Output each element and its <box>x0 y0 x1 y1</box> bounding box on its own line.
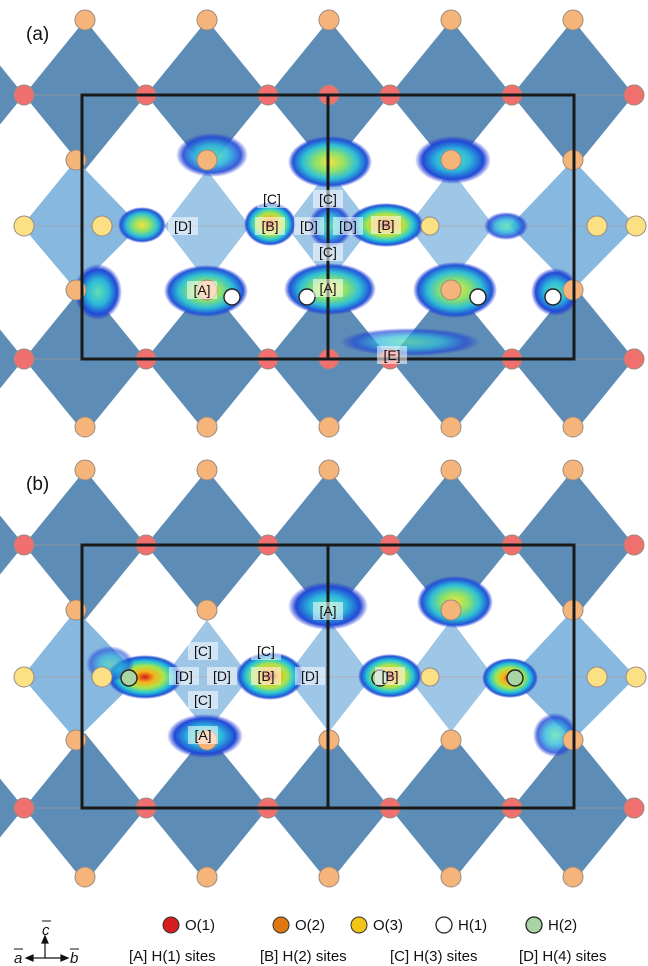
unit-cell <box>80 543 576 810</box>
svg-text:[C]: [C] <box>319 191 337 207</box>
svg-text:[E]: [E] <box>383 347 400 363</box>
site-label: [D] <box>295 667 325 685</box>
svg-text:O(2): O(2) <box>295 917 325 934</box>
svg-text:[B]: [B] <box>381 668 398 684</box>
site-label: [C] <box>313 190 343 208</box>
legend-site-a: [A] H(1) sites <box>129 948 216 965</box>
site-label: [C] <box>188 691 218 709</box>
site-label: [C] <box>257 190 287 208</box>
svg-text:H(2): H(2) <box>548 917 577 934</box>
svg-text:[C]: [C] <box>194 643 212 659</box>
svg-text:[C]: [C] <box>263 191 281 207</box>
axis-c-label: c <box>42 922 50 939</box>
axis-a-label: a <box>14 950 22 966</box>
svg-text:[A]: [A] <box>319 280 336 296</box>
svg-text:[D]: [D] <box>213 668 231 684</box>
site-label: [D] <box>207 667 237 685</box>
site-label: [A] <box>313 279 343 297</box>
unit-cell <box>80 93 576 361</box>
svg-text:[D]: [D] <box>301 668 319 684</box>
legend: O(1) O(2) O(3) H(1) H(2) [A] H(1) sites … <box>129 916 607 965</box>
site-label: [A] <box>188 726 218 744</box>
site-label: [B] <box>371 216 401 234</box>
svg-text:[D]: [D] <box>175 668 193 684</box>
site-label: [C] <box>188 642 218 660</box>
legend-site-c: [C] H(3) sites <box>390 948 478 965</box>
site-label: [B] <box>375 667 405 685</box>
legend-site-b: [B] H(2) sites <box>260 948 347 965</box>
site-label: [D] <box>169 667 199 685</box>
svg-text:[D]: [D] <box>300 218 318 234</box>
site-label: [D] <box>168 217 198 235</box>
site-label: [A] <box>313 602 343 620</box>
legend-item-h1: H(1) <box>435 916 487 934</box>
svg-text:[D]: [D] <box>339 218 357 234</box>
svg-text:O(1): O(1) <box>185 917 215 934</box>
legend-site-d: [D] H(4) sites <box>519 948 607 965</box>
axis-b-label: b <box>70 950 78 966</box>
site-labels: [A] [C] [C] [D] [D] [B] [D] [B] [C] [A] <box>169 602 405 744</box>
site-label: [B] <box>255 217 285 235</box>
svg-text:H(1): H(1) <box>458 917 487 934</box>
svg-text:O(3): O(3) <box>373 917 403 934</box>
axes-indicator <box>24 934 70 962</box>
svg-text:[A]: [A] <box>193 282 210 298</box>
svg-text:[A]: [A] <box>194 727 211 743</box>
svg-text:[C]: [C] <box>257 643 275 659</box>
site-label: [C] <box>313 243 343 261</box>
svg-text:[A]: [A] <box>319 603 336 619</box>
site-label: [D] <box>333 217 363 235</box>
site-labels: [C] [C] [D] [B] [D] [D] [B] [C] [A] [A] … <box>168 190 407 364</box>
panel-a-tag: (a) <box>26 24 49 45</box>
svg-text:[B]: [B] <box>261 218 278 234</box>
site-label: [C] <box>251 642 281 660</box>
svg-text:[B]: [B] <box>257 668 274 684</box>
svg-text:[D]: [D] <box>174 218 192 234</box>
svg-text:[B]: [B] <box>377 217 394 233</box>
site-label: [D] <box>294 217 324 235</box>
panel-b-tag: (b) <box>26 474 49 495</box>
panel-b: [A] [C] [C] [D] [D] [B] [D] [B] [C] [A] … <box>0 459 647 888</box>
axis-labels: c a b <box>14 920 79 966</box>
site-label: [E] <box>377 346 407 364</box>
legend-item-o2: O(2) <box>272 916 325 934</box>
legend-item-o1: O(1) <box>162 916 215 934</box>
legend-item-h2: H(2) <box>525 916 577 934</box>
svg-text:[C]: [C] <box>194 692 212 708</box>
svg-text:[C]: [C] <box>319 244 337 260</box>
site-label: [A] <box>187 281 217 299</box>
panel-a: [C] [C] [D] [B] [D] [D] [B] [C] [A] [A] … <box>0 9 647 438</box>
legend-item-o3: O(3) <box>350 916 403 934</box>
site-label: [B] <box>251 667 281 685</box>
